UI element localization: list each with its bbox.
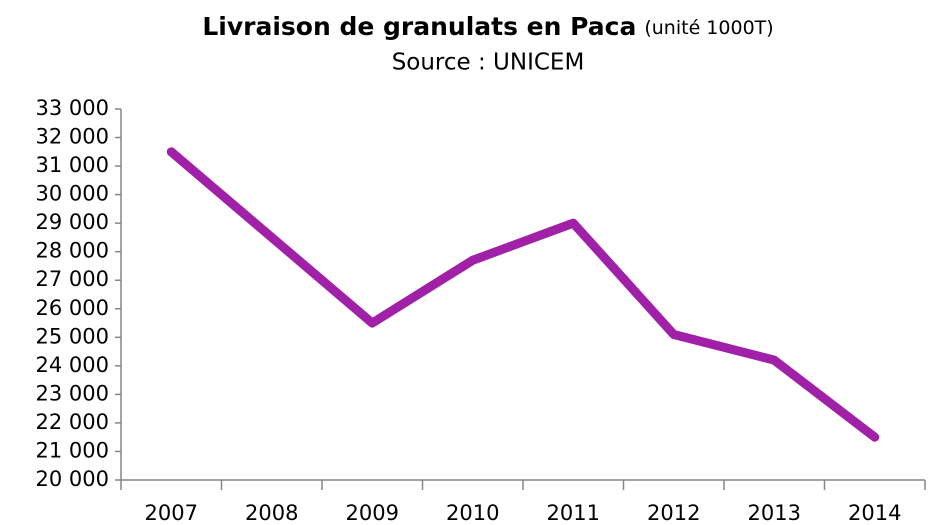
y-tick-label: 30 000 [36,182,109,206]
y-tick-label: 24 000 [36,353,109,377]
y-tick-label: 28 000 [36,239,109,263]
y-tick-label: 32 000 [36,125,109,149]
y-tick-label: 25 000 [36,324,109,348]
x-tick-label: 2014 [848,501,901,525]
x-tick-label: 2012 [647,501,700,525]
x-tick-label: 2007 [145,501,198,525]
y-tick-label: 20 000 [36,467,109,491]
y-tick-label: 27 000 [36,267,109,291]
x-tick-label: 2011 [547,501,600,525]
y-tick-label: 23 000 [36,381,109,405]
title-note: (unité 1000T) [644,17,773,39]
x-tick-label: 2010 [446,501,499,525]
y-tick-label: 21 000 [36,438,109,462]
title-main: Livraison de granulats en Paca [202,12,636,41]
line-series [166,147,880,442]
x-tick-label: 2013 [748,501,801,525]
x-tick-label: 2009 [346,501,399,525]
x-tick-label: 2008 [245,501,298,525]
chart-title: Livraison de granulats en Paca (unité 100… [202,12,773,41]
y-tick-label: 31 000 [36,153,109,177]
y-tick-label: 26 000 [36,296,109,320]
y-tick-label: 33 000 [36,96,109,120]
chart-subtitle: Source : UNICEM [392,50,585,76]
y-tick-label: 29 000 [36,210,109,234]
y-tick-label: 22 000 [36,410,109,434]
